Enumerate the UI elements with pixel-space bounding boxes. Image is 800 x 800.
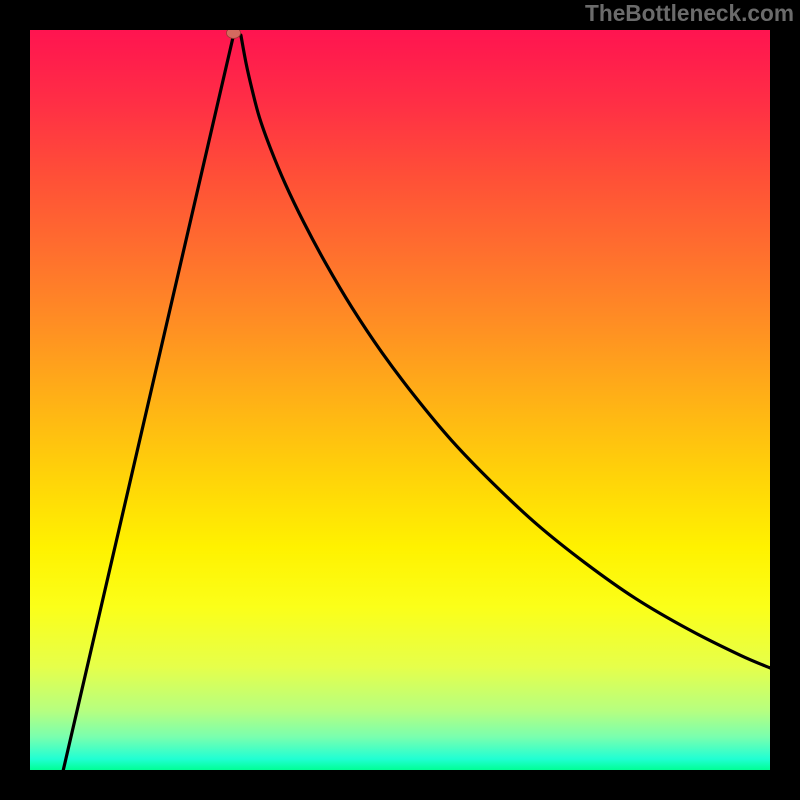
chart-container: TheBottleneck.com — [0, 0, 800, 800]
optimum-marker — [227, 30, 241, 38]
watermark-text: TheBottleneck.com — [585, 0, 794, 27]
gradient-background — [30, 30, 770, 770]
plot-area — [30, 30, 770, 770]
chart-svg — [30, 30, 770, 770]
